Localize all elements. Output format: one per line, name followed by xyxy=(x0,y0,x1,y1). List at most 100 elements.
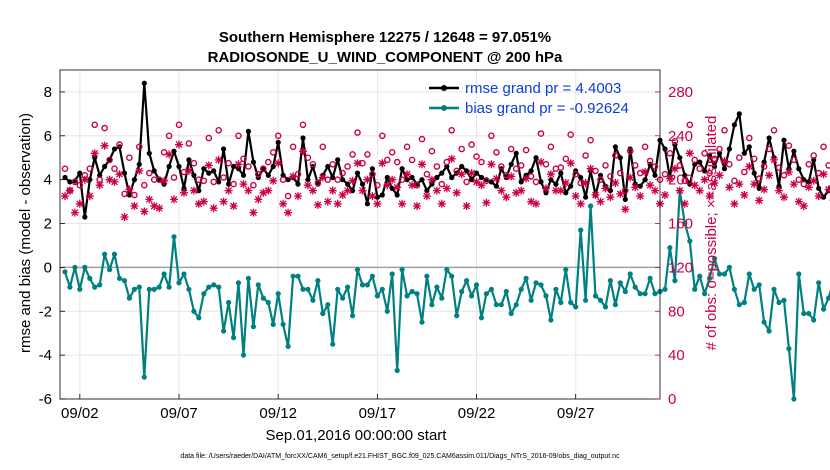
bias-point xyxy=(335,286,341,292)
obs-assimilated-glyph xyxy=(755,196,764,205)
obs-assimilated-glyph xyxy=(244,186,253,195)
obs-assimilated-point xyxy=(690,181,699,190)
bias-point xyxy=(434,284,440,290)
obs-possible-point xyxy=(126,154,133,161)
rmse-point xyxy=(533,155,539,161)
obs-assimilated-point xyxy=(720,157,729,165)
bias-point xyxy=(275,291,281,297)
rmse-point xyxy=(354,170,361,176)
obs-assimilated-point xyxy=(422,192,431,201)
obs-assimilated-point xyxy=(95,181,104,190)
obs-possible-point xyxy=(785,142,793,149)
obs-assimilated-point xyxy=(219,197,228,206)
obs-assimilated-point xyxy=(661,191,669,199)
obs-assimilated-point xyxy=(730,199,739,208)
rmse-point xyxy=(67,179,73,185)
bias-point xyxy=(528,297,534,303)
obs-assimilated-point xyxy=(110,177,119,186)
obs-assimilated-glyph xyxy=(809,176,818,185)
obs-possible-point xyxy=(264,158,272,166)
obs-assimilated-glyph xyxy=(502,193,511,202)
rmse-point xyxy=(216,179,222,185)
obs-assimilated-point xyxy=(576,199,585,208)
obs-assimilated-glyph xyxy=(398,199,407,208)
obs-possible-point xyxy=(190,159,198,167)
obs-assimilated-point xyxy=(373,199,382,208)
bias-point xyxy=(612,302,619,308)
obs-possible-point xyxy=(795,176,803,183)
bias-point xyxy=(682,220,688,227)
obs-assimilated-glyph xyxy=(393,183,402,192)
obs-possible-point xyxy=(254,170,262,178)
rmse-point xyxy=(697,159,703,165)
bias-point xyxy=(726,264,733,270)
obs-assimilated-point xyxy=(745,162,754,171)
obs-assimilated-point xyxy=(571,192,580,201)
obs-possible-point xyxy=(91,121,98,129)
obs-assimilated-point xyxy=(581,179,590,187)
bias-point xyxy=(171,234,177,240)
obs-assimilated-point xyxy=(323,197,332,206)
bias-point xyxy=(87,275,93,281)
rmse-point xyxy=(553,181,559,187)
obs-assimilated-glyph xyxy=(636,192,645,201)
bias-point xyxy=(354,267,361,273)
rmse-point xyxy=(240,172,247,178)
bias-point xyxy=(151,286,157,292)
rmse-point xyxy=(781,137,787,143)
bias-point xyxy=(588,203,594,209)
bias-point xyxy=(736,302,742,308)
obs-assimilated-point xyxy=(427,175,436,184)
obs-assimilated-point xyxy=(512,188,521,197)
obs-assimilated-point xyxy=(606,193,615,202)
rmse-point xyxy=(543,190,549,196)
bias-point xyxy=(692,286,698,292)
obs-assimilated-glyph xyxy=(204,161,213,170)
rmse-point xyxy=(821,194,827,200)
rmse-point xyxy=(171,148,177,154)
bias-point xyxy=(196,315,202,321)
x-tick-label: 09/12 xyxy=(259,405,297,422)
obs-assimilated-point xyxy=(234,160,243,169)
obs-assimilated-point xyxy=(750,180,759,189)
obs-possible-point xyxy=(557,164,565,171)
legend-rmse-label: rmse grand pr = 4.4003 xyxy=(465,80,621,97)
obs-assimilated-glyph xyxy=(680,199,689,208)
obs-assimilated-glyph xyxy=(432,186,441,195)
obs-assimilated-point xyxy=(551,186,560,195)
bias-point xyxy=(667,245,673,251)
obs-assimilated-glyph xyxy=(537,158,545,167)
rmse-point xyxy=(811,157,817,163)
obs-assimilated-glyph xyxy=(705,192,714,201)
obs-assimilated-point xyxy=(472,177,481,186)
obs-possible-point xyxy=(775,164,783,171)
obs-possible-point xyxy=(319,143,327,151)
bias-point xyxy=(369,273,375,279)
rmse-point xyxy=(389,185,395,191)
obs-assimilated-point xyxy=(482,198,491,207)
bias-point xyxy=(181,271,187,277)
rmse-point xyxy=(330,174,336,181)
rmse-point xyxy=(736,111,742,117)
obs-assimilated-glyph xyxy=(487,160,496,169)
obs-assimilated-glyph xyxy=(745,162,754,171)
bias-point xyxy=(111,251,118,257)
obs-possible-point xyxy=(354,129,361,136)
bias-point xyxy=(429,302,435,308)
obs-possible-point xyxy=(646,157,654,165)
rmse-point xyxy=(642,177,648,183)
obs-assimilated-point xyxy=(254,195,263,204)
rmse-point xyxy=(409,174,415,181)
bias-point xyxy=(449,273,455,279)
obs-assimilated-glyph xyxy=(214,155,223,164)
rmse-point xyxy=(394,192,400,198)
obs-possible-point xyxy=(374,181,381,189)
obs-possible-point xyxy=(388,148,396,156)
obs-assimilated-glyph xyxy=(665,174,674,183)
y-tick-label: -2 xyxy=(39,303,52,320)
rmse-point xyxy=(776,183,782,189)
obs-possible-point xyxy=(497,163,505,170)
rmse-point xyxy=(196,188,202,194)
bias-point xyxy=(602,304,609,310)
